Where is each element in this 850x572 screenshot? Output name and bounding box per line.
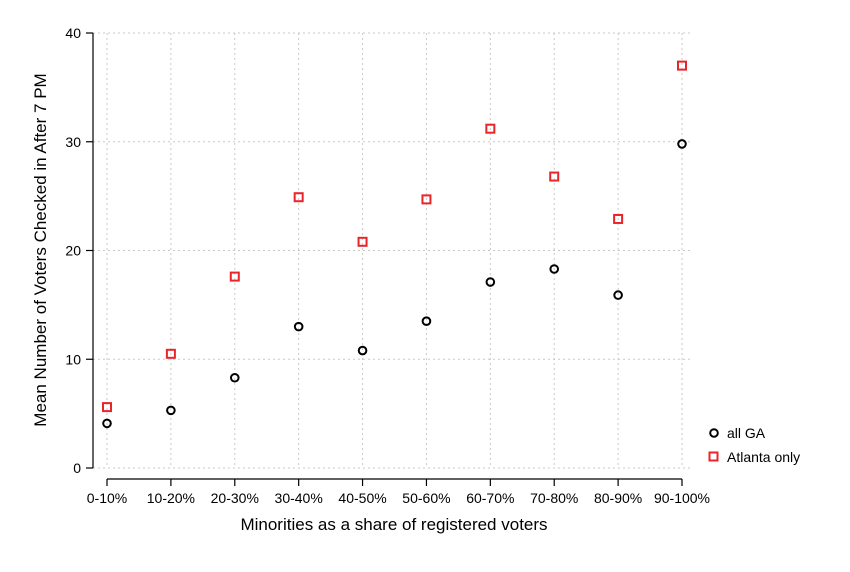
x-tick-label: 50-60% — [402, 490, 450, 506]
data-point-all-ga — [102, 418, 112, 429]
data-point-atlanta-only — [293, 192, 304, 203]
ticks: 0 10 20 30 40 0-10% 10-20% 20-30% 30-40% 40-50% 50… — [65, 25, 710, 506]
y-axis-title: Mean Number of Voters Checked in After 7… — [31, 73, 50, 426]
x-tick-label: 60-70% — [466, 490, 514, 506]
x-tick-label: 70-80% — [530, 490, 578, 506]
data-point-all-ga — [421, 316, 432, 326]
legend-label-all-ga: all GA — [727, 425, 766, 441]
data-point-all-ga — [229, 372, 240, 383]
data-point-all-ga — [613, 290, 623, 300]
data-point-all-ga — [677, 139, 687, 149]
legend: all GA Atlanta only — [708, 425, 800, 465]
legend-item-atlanta-only: Atlanta only — [708, 449, 800, 465]
data-point-all-ga — [166, 405, 176, 416]
data-point-all-ga — [293, 321, 304, 332]
legend-item-all-ga: all GA — [709, 425, 766, 441]
data-point-atlanta-only — [357, 236, 368, 247]
legend-label-atlanta-only: Atlanta only — [727, 449, 800, 465]
data-point-atlanta-only — [102, 402, 112, 413]
y-tick-label: 20 — [65, 243, 81, 259]
x-tick-label: 20-30% — [211, 490, 259, 506]
y-tick-label: 30 — [65, 134, 81, 150]
data-point-all-ga — [357, 345, 368, 356]
x-axis-title: Minorities as a share of registered vote… — [240, 515, 547, 534]
x-tick-label: 90-100% — [654, 490, 710, 506]
legend-marker-circle — [709, 428, 719, 438]
y-tick-label: 10 — [65, 351, 81, 367]
data-point-atlanta-only — [229, 271, 240, 282]
x-tick-label: 80-90% — [594, 490, 642, 506]
x-tick-label: 0-10% — [87, 490, 127, 506]
data-point-atlanta-only — [613, 213, 624, 224]
data-point-atlanta-only — [165, 348, 176, 359]
y-tick-label: 40 — [65, 25, 81, 41]
data-point-all-ga — [485, 277, 496, 287]
x-tick-label: 40-50% — [338, 490, 386, 506]
legend-marker-square — [708, 451, 719, 462]
data-points — [102, 60, 687, 429]
x-tick-label: 30-40% — [275, 490, 323, 506]
data-point-atlanta-only — [677, 60, 687, 71]
x-tick-label: 10-20% — [147, 490, 195, 506]
axes — [92, 33, 682, 480]
y-tick-label: 0 — [73, 460, 81, 476]
data-point-atlanta-only — [549, 171, 560, 182]
grid — [93, 32, 692, 469]
data-point-atlanta-only — [485, 123, 496, 134]
data-point-all-ga — [549, 264, 560, 274]
data-point-atlanta-only — [421, 194, 432, 205]
